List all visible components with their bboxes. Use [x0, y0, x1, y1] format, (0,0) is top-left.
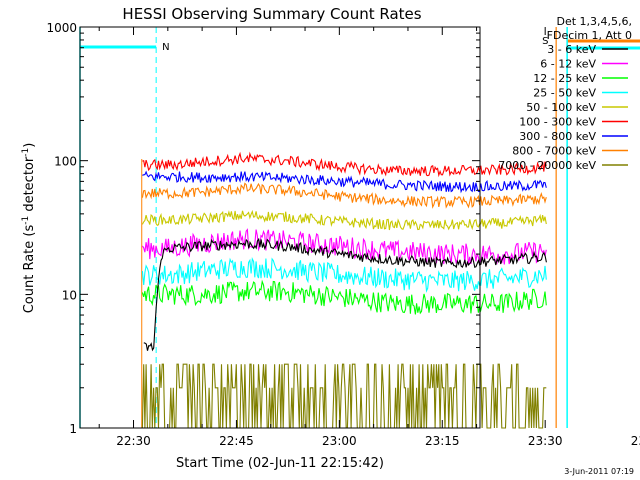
series-0 — [143, 237, 547, 352]
legend-header-line-2: FDecim 1, Att 0 — [547, 29, 632, 42]
legend-label-4: 50 - 100 keV — [526, 101, 596, 114]
legend-header-line-1: Det 1,3,4,5,6, — [556, 15, 632, 28]
y-axis-label-sup2: -1 — [21, 148, 31, 157]
plot-area — [80, 27, 480, 428]
x-tick-label-2: 23:00 — [322, 434, 357, 448]
chart-title: HESSI Observing Summary Count Rates — [122, 5, 421, 23]
series-line-6 — [142, 170, 547, 194]
series-line-1 — [141, 228, 547, 265]
legend-label-5: 100 - 300 keV — [519, 116, 596, 129]
y-axis-label: Count Rate (s-1 detector-1) — [21, 143, 37, 314]
y-tick-label-1: 10 — [62, 288, 77, 302]
legend-label-3: 25 - 50 keV — [533, 87, 596, 100]
x-axis-label: Start Time (02-Jun-11 22:15:42) — [176, 456, 384, 471]
y-axis-label-main: Count Rate (s — [22, 225, 37, 314]
y-tick-label-0: 1 — [69, 422, 77, 436]
series-line-2 — [141, 279, 547, 315]
plot-background — [80, 27, 480, 428]
series-line-0 — [143, 237, 547, 352]
y-axis-label-sup1: -1 — [21, 216, 31, 225]
series-line-5 — [142, 151, 547, 178]
legend: Det 1,3,4,5,6, FDecim 1, Att 0 3 - 6 keV… — [498, 15, 632, 172]
series-4 — [141, 209, 547, 231]
legend-label-7: 800 - 7000 keV — [512, 145, 596, 158]
x-tick-label-1: 22:45 — [219, 434, 254, 448]
x-tick-label-5: 23:45 — [631, 434, 640, 448]
x-tick-label-0: 22:30 — [116, 434, 151, 448]
legend-label-2: 12 - 25 keV — [533, 72, 596, 85]
series-1 — [141, 228, 547, 265]
night-annotation: N — [162, 42, 169, 53]
y-axis-label-mid: detector — [22, 156, 37, 216]
x-tick-label-4: 23:30 — [528, 434, 563, 448]
x-tick-label-3: 23:15 — [425, 434, 460, 448]
legend-label-6: 300 - 800 keV — [519, 130, 596, 143]
y-tick-label-3: 1000 — [46, 21, 77, 35]
series-line-4 — [141, 209, 547, 231]
y-tick-label-2: 100 — [54, 155, 77, 169]
plot-frame — [79, 26, 481, 429]
series-5 — [142, 151, 547, 178]
series-3 — [141, 257, 547, 293]
saa-annotation: S — [542, 36, 548, 47]
axes: 1 10 100 1000 22:30 22:45 23:00 23:15 23:30 23:45 — [46, 21, 640, 448]
footer-date: 3-Jun-2011 07:19 — [564, 467, 634, 476]
legend-label-0: 3 - 6 keV — [547, 43, 596, 56]
series-2 — [141, 279, 547, 315]
series-6 — [142, 170, 547, 194]
legend-label-8: 7000 - 20000 keV — [498, 159, 596, 172]
series-line-3 — [141, 257, 547, 293]
y-axis-label-end: ) — [22, 143, 37, 148]
legend-label-1: 6 - 12 keV — [540, 58, 596, 71]
